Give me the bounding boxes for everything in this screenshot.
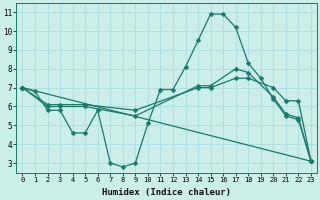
X-axis label: Humidex (Indice chaleur): Humidex (Indice chaleur) — [102, 188, 231, 197]
